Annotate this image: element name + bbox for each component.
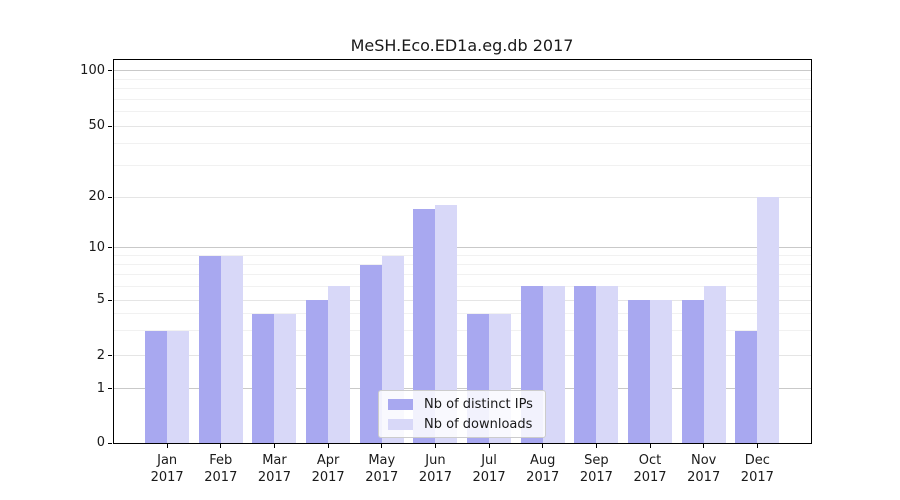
bar-distinct-ips-may bbox=[359, 264, 382, 443]
x-axis-tick-label: Nov 2017 bbox=[687, 453, 721, 485]
gridline-major bbox=[113, 247, 811, 249]
bar-downloads-jan bbox=[167, 330, 190, 443]
gridline-minor bbox=[113, 255, 811, 257]
chart-title: MeSH.Eco.ED1a.eg.db 2017 bbox=[350, 36, 574, 55]
bar-distinct-ips-dec bbox=[735, 330, 758, 443]
legend-swatch-downloads bbox=[388, 418, 413, 430]
gridline bbox=[113, 125, 811, 127]
x-axis-tick-label: Jul 2017 bbox=[472, 453, 506, 485]
gridline-minor bbox=[113, 98, 811, 100]
x-tick-mark bbox=[756, 444, 758, 448]
bar-distinct-ips-jun bbox=[413, 208, 436, 443]
x-tick-mark bbox=[595, 444, 597, 448]
x-axis-tick-label: Sep 2017 bbox=[579, 453, 613, 485]
x-axis-tick-label: May 2017 bbox=[365, 453, 399, 485]
legend-swatch-distinct-ips bbox=[388, 398, 413, 410]
legend: Nb of distinct IPs Nb of downloads bbox=[378, 390, 546, 438]
legend-entry: Nb of downloads bbox=[388, 417, 535, 432]
bar-downloads-dec bbox=[757, 197, 780, 443]
gridline-minor bbox=[113, 142, 811, 144]
bar-distinct-ips-feb bbox=[198, 255, 221, 443]
bar-distinct-ips-oct bbox=[628, 300, 651, 443]
bar-downloads-jun bbox=[435, 204, 458, 443]
bar-distinct-ips-sep bbox=[574, 286, 597, 443]
gridline bbox=[113, 299, 811, 301]
gridline-minor bbox=[113, 330, 811, 332]
x-tick-mark bbox=[488, 444, 490, 448]
gridline bbox=[113, 355, 811, 357]
x-axis-tick-label: Feb 2017 bbox=[204, 453, 238, 485]
gridline-minor bbox=[113, 165, 811, 167]
y-tick-mark bbox=[108, 299, 112, 301]
gridline bbox=[113, 196, 811, 198]
x-axis-tick-label: Oct 2017 bbox=[633, 453, 667, 485]
x-axis-tick-label: Jun 2017 bbox=[418, 453, 452, 485]
y-tick-mark bbox=[108, 388, 112, 389]
x-axis-tick-label: Dec 2017 bbox=[740, 453, 774, 485]
bar-downloads-sep bbox=[596, 286, 619, 443]
gridline-minor bbox=[113, 274, 811, 276]
gridline-minor bbox=[113, 110, 811, 112]
x-axis-tick-label: Aug 2017 bbox=[526, 453, 560, 485]
y-axis-tick-label: 50 bbox=[88, 118, 105, 133]
gridline-minor bbox=[113, 313, 811, 315]
y-axis-tick-label: 0 bbox=[96, 435, 105, 450]
bar-distinct-ips-jan bbox=[145, 330, 168, 443]
y-tick-mark bbox=[108, 442, 112, 444]
x-tick-mark bbox=[703, 444, 705, 448]
gridline-minor bbox=[113, 88, 811, 89]
x-axis-tick-label: Mar 2017 bbox=[257, 453, 291, 485]
bar-downloads-oct bbox=[650, 300, 673, 443]
y-axis-tick-label: 20 bbox=[88, 189, 105, 204]
x-tick-mark bbox=[327, 444, 329, 448]
bar-downloads-nov bbox=[703, 286, 726, 443]
bar-downloads-feb bbox=[220, 255, 243, 443]
y-tick-mark bbox=[108, 355, 112, 357]
bar-downloads-aug bbox=[542, 286, 565, 443]
bar-distinct-ips-apr bbox=[306, 300, 329, 443]
y-tick-mark bbox=[108, 247, 112, 249]
x-tick-mark bbox=[220, 444, 222, 448]
x-tick-mark bbox=[542, 444, 544, 448]
x-tick-mark bbox=[434, 444, 436, 448]
bar-distinct-ips-nov bbox=[681, 300, 704, 443]
bar-distinct-ips-mar bbox=[252, 313, 275, 443]
legend-label: Nb of distinct IPs bbox=[424, 396, 533, 412]
y-axis-tick-label: 1 bbox=[96, 380, 105, 396]
legend-entry: Nb of distinct IPs bbox=[388, 397, 535, 412]
y-axis-tick-label: 100 bbox=[80, 62, 105, 78]
gridline-major bbox=[113, 388, 811, 389]
y-tick-mark bbox=[108, 70, 112, 72]
y-tick-mark bbox=[108, 125, 112, 127]
y-axis-tick-label: 5 bbox=[96, 292, 105, 307]
y-axis-tick-label: 2 bbox=[96, 347, 105, 363]
bar-downloads-apr bbox=[328, 286, 351, 443]
y-axis-tick-label: 10 bbox=[88, 239, 105, 255]
gridline-minor bbox=[113, 264, 811, 266]
legend-label: Nb of downloads bbox=[424, 416, 533, 432]
gridline-minor bbox=[113, 285, 811, 287]
bar-downloads-mar bbox=[274, 313, 297, 443]
gridline-major bbox=[113, 70, 811, 72]
x-tick-mark bbox=[166, 444, 168, 448]
x-tick-mark bbox=[273, 444, 275, 448]
x-axis-tick-label: Apr 2017 bbox=[311, 453, 345, 485]
x-tick-mark bbox=[381, 444, 383, 448]
x-tick-mark bbox=[649, 444, 651, 448]
x-axis-tick-label: Jan 2017 bbox=[150, 453, 184, 485]
y-tick-mark bbox=[108, 196, 112, 198]
gridline-minor bbox=[113, 78, 811, 80]
